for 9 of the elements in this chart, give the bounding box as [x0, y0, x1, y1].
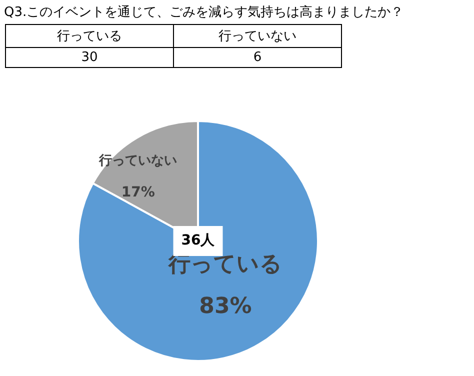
- data-label: 83%: [199, 294, 252, 320]
- data-label: 17%: [121, 184, 155, 201]
- text: 36人: [181, 232, 216, 249]
- data-label: 6: [174, 48, 342, 68]
- category-label: 行っていない: [174, 24, 342, 48]
- category-label: 行っている: [6, 24, 174, 48]
- data-label: 30: [6, 48, 174, 68]
- slice-label: 行っていない: [98, 153, 178, 168]
- text: Q3.このイベントを通じて、ごみを減らす気持ちは高まりましたか？: [4, 4, 404, 21]
